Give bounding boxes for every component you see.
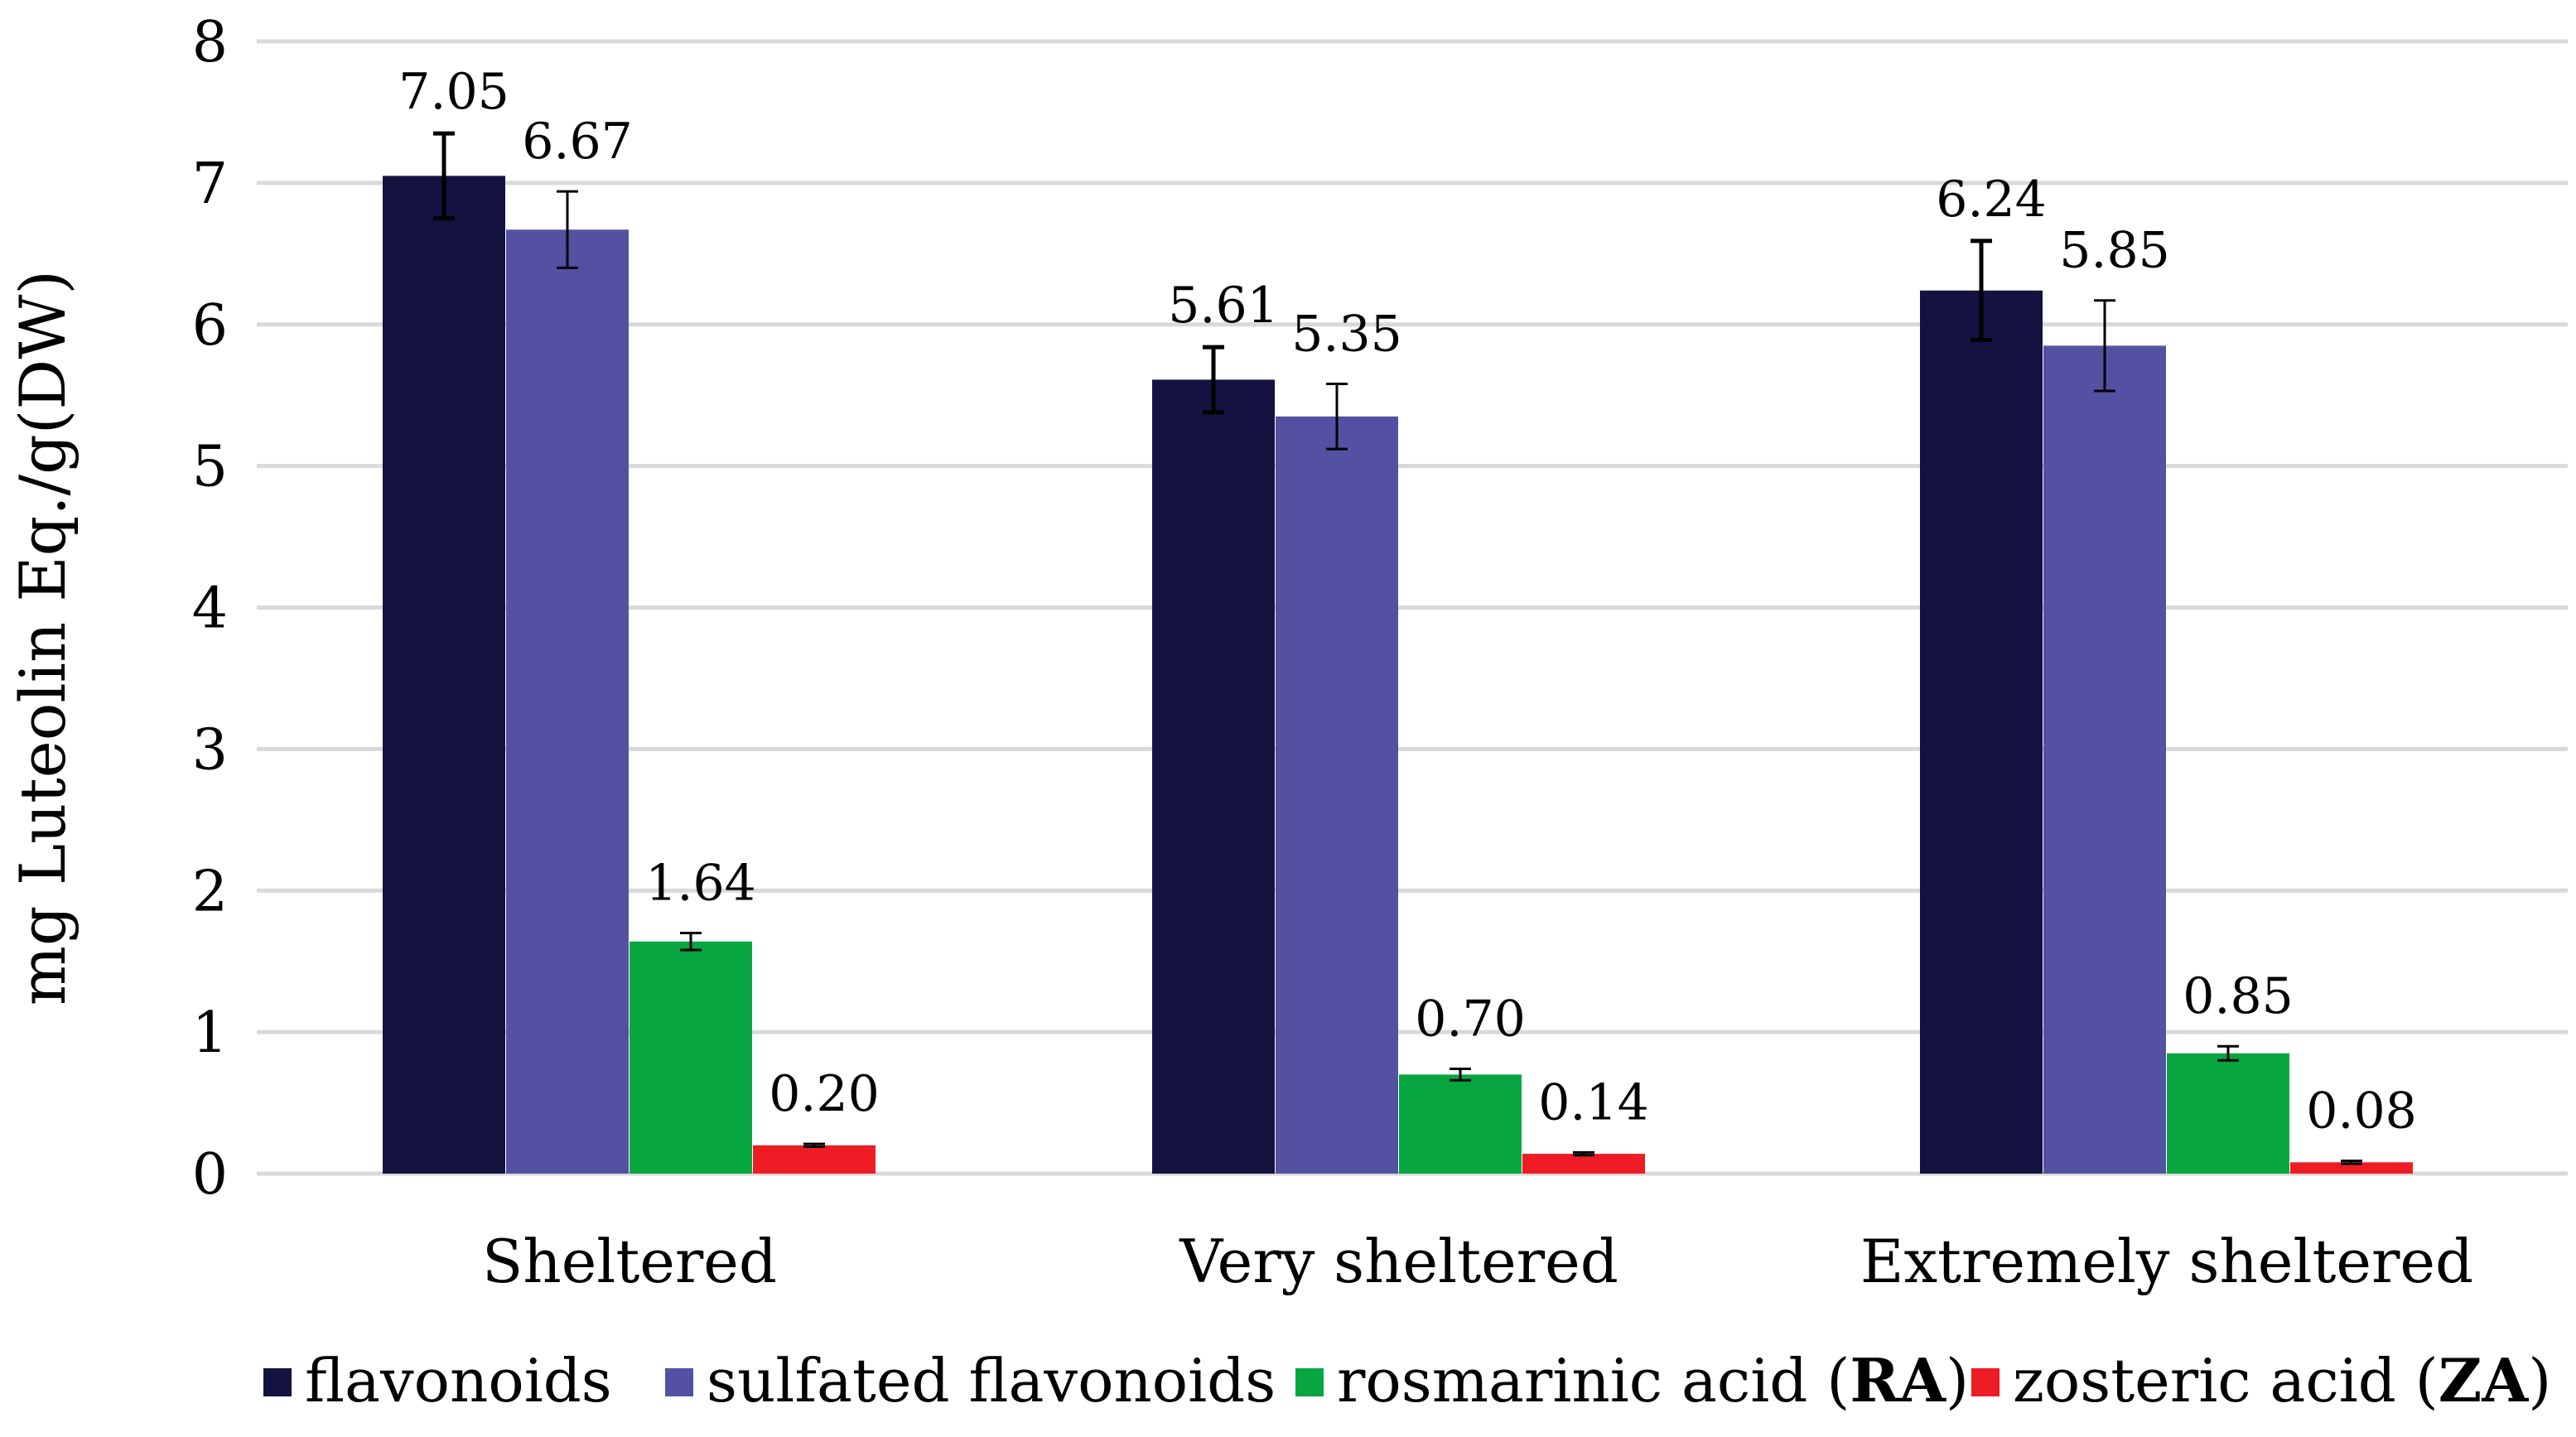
- y-tick-label: 2: [192, 859, 228, 924]
- legend-label-part: RA: [1850, 1345, 1946, 1415]
- legend-label: rosmarinic acid (RA): [1337, 1345, 1969, 1415]
- legend-item: sulfated flavonoids: [665, 1346, 1276, 1415]
- bar-zosteric-acid-za--2: [1522, 1154, 1645, 1174]
- bar-zosteric-acid-za--3: [2290, 1162, 2413, 1174]
- data-label: 6.24: [1936, 171, 2047, 229]
- bar-rosmarinic-acid-ra--3: [2167, 1053, 2289, 1174]
- data-label: 0.08: [2306, 1083, 2417, 1140]
- bar-rosmarinic-acid-ra--2: [1399, 1074, 1522, 1174]
- legend-label-part: rosmarinic acid (: [1337, 1346, 1850, 1415]
- bar-sulfated-flavonoids-2: [1276, 416, 1398, 1174]
- legend-label: flavonoids: [305, 1346, 612, 1415]
- y-tick-label: 5: [192, 435, 228, 500]
- legend-swatch: [1971, 1368, 2000, 1396]
- data-label: 1.64: [645, 855, 756, 913]
- bars: [383, 176, 2413, 1174]
- bar-rosmarinic-acid-ra--1: [630, 941, 752, 1174]
- legend-label-part: ): [2528, 1346, 2551, 1415]
- legend-label-part: flavonoids: [305, 1346, 612, 1415]
- y-tick-label: 3: [192, 717, 228, 783]
- data-label: 0.85: [2183, 967, 2294, 1025]
- legend-swatch: [665, 1368, 693, 1396]
- bar-flavonoids-2: [1152, 379, 1275, 1174]
- legend-swatch: [1295, 1368, 1324, 1396]
- x-axis-categories: Sheltered Very sheltered Extremely shelter…: [482, 1227, 2473, 1296]
- legend-item: rosmarinic acid (RA): [1295, 1345, 1969, 1415]
- y-tick-label: 6: [192, 293, 228, 359]
- legend-swatch: [263, 1368, 292, 1396]
- data-label: 7.05: [398, 63, 509, 121]
- bar-flavonoids-3: [1920, 290, 2043, 1174]
- bar-sulfated-flavonoids-3: [2043, 345, 2166, 1174]
- legend-label-part: ZA: [2439, 1345, 2530, 1415]
- data-labels: 7.056.67 1.64 0.20 5.61 5.35 0.700.14 6.245.85…: [398, 63, 2417, 1140]
- data-label: 6.67: [522, 113, 633, 171]
- legend-label: sulfated flavonoids: [707, 1346, 1276, 1415]
- error-bars: [433, 131, 2362, 1165]
- data-label: 5.35: [1291, 306, 1402, 364]
- y-tick-label: 4: [192, 576, 228, 642]
- legend: flavonoids sulfated flavonoids rosmarinic …: [263, 1345, 2551, 1415]
- legend-label: zosteric acid (ZA): [2013, 1345, 2551, 1415]
- y-tick-label: 7: [192, 152, 228, 217]
- legend-label-part: zosteric acid (: [2013, 1346, 2439, 1415]
- legend-label-part: sulfated flavonoids: [707, 1346, 1276, 1415]
- legend-item: zosteric acid (ZA): [1971, 1345, 2551, 1415]
- legend-item: flavonoids: [263, 1346, 612, 1415]
- data-label: 0.70: [1415, 991, 1526, 1049]
- x-category-label: Sheltered: [482, 1227, 777, 1296]
- y-tick-label: 0: [192, 1142, 228, 1208]
- data-label: 5.85: [2059, 222, 2170, 280]
- data-label: 0.14: [1538, 1073, 1649, 1131]
- data-label: 5.61: [1168, 277, 1279, 335]
- legend-label-part: ): [1946, 1346, 1969, 1415]
- data-label: 0.20: [769, 1065, 880, 1123]
- y-tick-label: 1: [192, 1001, 228, 1066]
- bar-flavonoids-1: [383, 176, 505, 1174]
- x-category-label: Extremely sheltered: [1860, 1227, 2473, 1296]
- y-axis-title: mg Luteolin Eq./g(DW): [6, 270, 80, 1005]
- y-tick-label: 8: [192, 10, 228, 75]
- x-category-label: Very sheltered: [1179, 1227, 1618, 1296]
- bar-sulfated-flavonoids-1: [506, 229, 629, 1174]
- y-axis-ticks: 0 1 2 3 4 5 6 7 8: [192, 10, 228, 1208]
- bar-zosteric-acid-za--1: [753, 1145, 876, 1174]
